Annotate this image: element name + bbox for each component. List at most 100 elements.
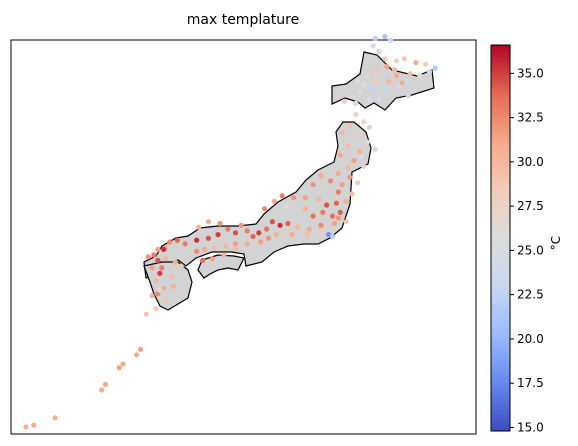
station-point — [238, 222, 244, 228]
colorbar-ticks: 15.0 17.5 20.0 22.5 25.0 27.5 30.0 32.5 35.0 — [510, 66, 544, 434]
station-point — [182, 241, 188, 247]
station-point — [264, 226, 270, 232]
colorbar-tick-label: 22.5 — [517, 288, 544, 302]
station-point — [361, 82, 367, 88]
station-point — [349, 191, 355, 197]
station-point — [157, 270, 163, 276]
map-area — [10, 34, 477, 435]
station-point — [368, 85, 374, 91]
station-point — [256, 230, 262, 236]
station-point — [163, 298, 169, 304]
station-point — [337, 152, 343, 158]
station-point — [359, 154, 365, 160]
station-point — [432, 65, 438, 71]
station-point — [324, 202, 330, 208]
station-point — [328, 178, 334, 184]
station-point — [318, 172, 324, 178]
station-point — [269, 219, 275, 225]
station-point — [345, 143, 351, 149]
honshu-shape — [143, 121, 372, 279]
station-point — [345, 165, 351, 171]
station-point — [426, 69, 433, 75]
station-point — [343, 198, 349, 204]
station-point — [178, 263, 184, 269]
station-point — [310, 213, 316, 219]
shikoku-shape — [197, 254, 245, 279]
station-point — [335, 171, 341, 177]
station-point — [343, 219, 349, 225]
station-point — [372, 35, 378, 42]
station-point — [376, 97, 382, 103]
station-point — [279, 193, 285, 199]
station-point — [262, 206, 268, 212]
station-point — [351, 158, 357, 164]
station-point — [366, 97, 372, 103]
station-point — [355, 78, 361, 84]
station-point — [392, 67, 398, 73]
station-point — [291, 195, 297, 201]
station-point — [31, 422, 37, 428]
station-point — [153, 306, 159, 312]
station-point — [326, 232, 332, 238]
station-point — [172, 259, 178, 265]
station-point — [423, 61, 429, 67]
station-point — [306, 226, 312, 232]
station-point — [159, 265, 165, 271]
station-point — [23, 424, 29, 430]
map-title: max templature — [187, 12, 299, 28]
station-point — [167, 239, 173, 245]
station-point — [341, 98, 347, 104]
station-point — [335, 189, 341, 195]
station-point — [232, 246, 239, 252]
station-point — [153, 278, 159, 284]
station-point — [353, 111, 359, 117]
station-point — [250, 233, 256, 239]
station-point — [347, 122, 353, 128]
station-point — [403, 78, 409, 84]
station-point — [366, 124, 372, 130]
station-point — [393, 58, 400, 64]
station-point — [143, 311, 149, 317]
station-point — [209, 256, 215, 262]
station-point — [401, 56, 407, 62]
station-point — [361, 119, 367, 125]
station-point — [199, 257, 206, 264]
station-point — [273, 232, 279, 238]
station-point — [217, 220, 223, 227]
station-point — [285, 220, 291, 227]
station-point — [295, 224, 301, 230]
colorbar-tick-label: 27.5 — [517, 199, 544, 213]
station-point — [145, 254, 151, 260]
station-point — [194, 237, 200, 243]
colorbar-tick-label: 30.0 — [517, 155, 544, 169]
station-point — [413, 60, 419, 66]
station-point — [382, 56, 388, 62]
station-point — [339, 182, 345, 188]
station-point — [205, 219, 211, 225]
station-point — [304, 232, 310, 238]
station-point — [333, 200, 339, 206]
station-point — [221, 252, 227, 258]
station-point — [201, 246, 208, 252]
station-point — [232, 230, 239, 236]
station-point — [372, 78, 378, 84]
colorbar-tick-label: 15.0 — [517, 420, 544, 434]
station-point — [320, 209, 326, 215]
station-point — [329, 213, 336, 219]
station-point — [384, 63, 390, 69]
station-point — [329, 233, 336, 239]
station-point — [318, 222, 324, 228]
station-point — [134, 352, 140, 358]
station-point — [357, 89, 363, 95]
colorbar-tick-label: 32.5 — [517, 111, 544, 125]
station-point — [194, 248, 200, 254]
station-point — [155, 246, 161, 252]
station-point — [277, 222, 283, 228]
station-point — [364, 74, 370, 80]
station-point — [116, 365, 122, 371]
colorbar-tick-label: 20.0 — [517, 332, 544, 346]
station-point — [393, 72, 400, 79]
station-point — [196, 224, 202, 230]
station-point — [258, 239, 264, 245]
